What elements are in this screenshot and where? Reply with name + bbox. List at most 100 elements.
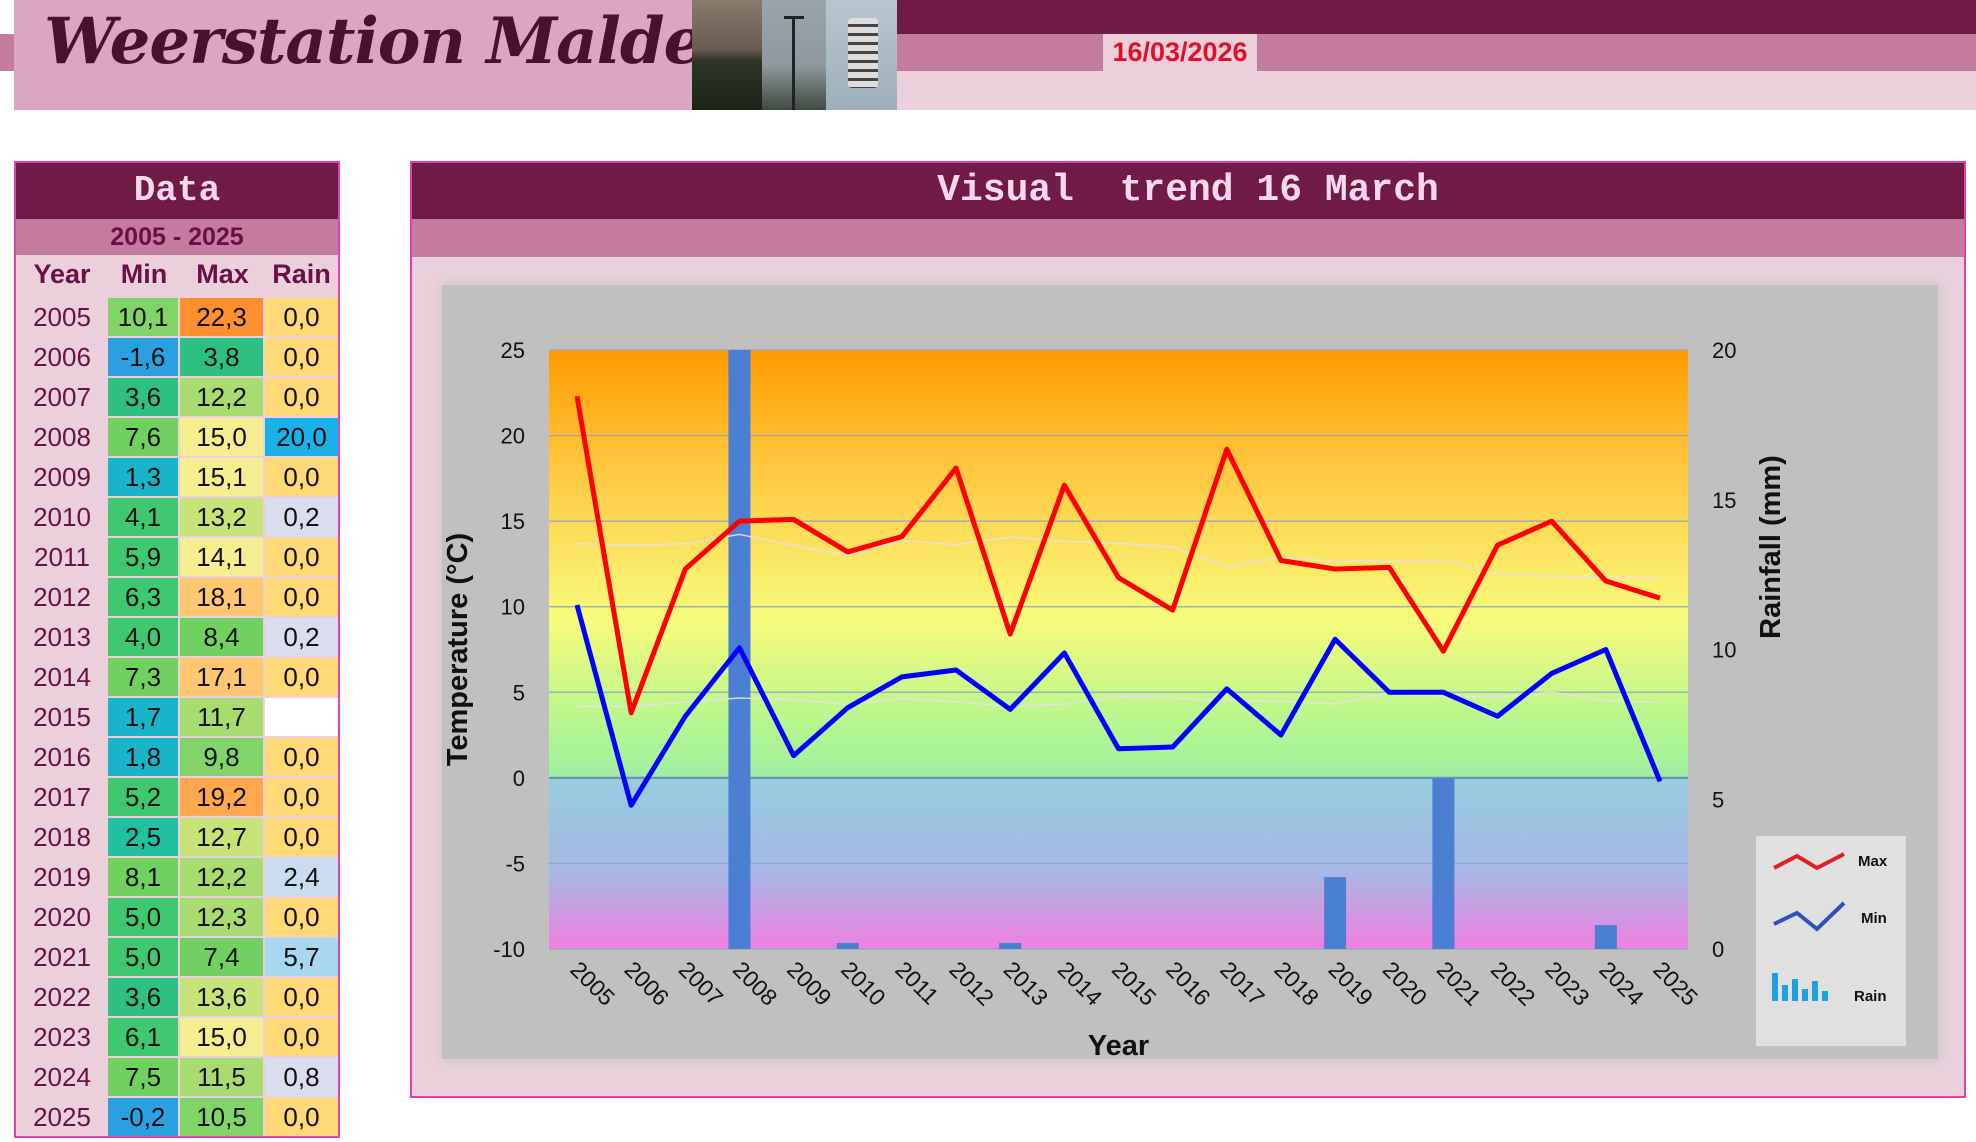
rain-bar — [999, 943, 1022, 949]
cell-rain: 0,0 — [265, 898, 338, 936]
cell-year: 2008 — [33, 422, 91, 452]
red-line-icon — [1773, 852, 1845, 871]
table-row: 2018 2,5 12,7 0,0 — [16, 817, 338, 857]
cell-year: 2025 — [33, 1102, 91, 1132]
table-row: 2019 8,1 12,2 2,4 — [16, 857, 338, 897]
cell-year: 2006 — [33, 342, 91, 372]
chart-panel-subbar — [412, 219, 1964, 257]
table-row: 2014 7,3 17,1 0,0 — [16, 657, 338, 697]
table-row: 2024 7,5 11,5 0,8 — [16, 1057, 338, 1097]
current-date: 16/03/2026 — [1103, 34, 1257, 71]
cell-min: 6,3 — [108, 578, 178, 616]
table-header: Year Min Max Rain — [16, 255, 338, 293]
y-tick-label: 0 — [513, 766, 525, 791]
cell-year: 2022 — [33, 982, 91, 1012]
cell-min: -0,2 — [108, 1098, 178, 1136]
cell-rain: 0,0 — [265, 378, 338, 416]
cell-year: 2007 — [33, 382, 91, 412]
cell-year: 2015 — [33, 702, 91, 732]
rain-bars — [728, 350, 1617, 949]
chart-panel-title: Visual trend 16 March — [412, 163, 1964, 219]
table-row: 2020 5,0 12,3 0,0 — [16, 897, 338, 937]
cell-rain: 0,0 — [265, 458, 338, 496]
cell-max: 12,2 — [180, 378, 263, 416]
cell-min: 4,0 — [108, 618, 178, 656]
table-row: 2015 1,7 11,7 — [16, 697, 338, 737]
cell-min: 5,0 — [108, 938, 178, 976]
trend-line — [576, 691, 1661, 708]
y-axis-ticks: -10 -5 0 5 10 15 20 25 — [493, 338, 525, 962]
trend-lines — [576, 533, 1661, 708]
header-band-bottom — [895, 71, 1976, 110]
table-row: 2013 4,0 8,4 0,2 — [16, 617, 338, 657]
table-row: 2007 3,6 12,2 0,0 — [16, 377, 338, 417]
cell-year: 2014 — [33, 662, 91, 692]
cell-max: 14,1 — [180, 538, 263, 576]
cell-max: 13,2 — [180, 498, 263, 536]
table-row: 2023 6,1 15,0 0,0 — [16, 1017, 338, 1057]
cell-max: 11,5 — [180, 1058, 263, 1096]
cell-max: 17,1 — [180, 658, 263, 696]
cell-max: 19,2 — [180, 778, 263, 816]
cell-max: 9,8 — [180, 738, 263, 776]
cell-rain: 0,0 — [265, 538, 338, 576]
table-row: 2011 5,9 14,1 0,0 — [16, 537, 338, 577]
cell-max: 18,1 — [180, 578, 263, 616]
cell-year: 2005 — [33, 302, 91, 332]
header-band-top — [895, 0, 1976, 34]
table-row: 2006 -1,6 3,8 0,0 — [16, 337, 338, 377]
cell-year: 2023 — [33, 1022, 91, 1052]
table-row: 2016 1,8 9,8 0,0 — [16, 737, 338, 777]
y2-axis-label: Rainfall (mm) — [1755, 455, 1787, 639]
y-tick-label: 10 — [501, 595, 525, 620]
cell-min: 10,1 — [108, 298, 178, 336]
cell-max: 22,3 — [180, 298, 263, 336]
photo-mast — [762, 0, 826, 110]
cell-max: 11,7 — [180, 698, 263, 736]
col-head-max: Max — [196, 259, 249, 289]
rain-bar — [1432, 778, 1455, 949]
col-head-min: Min — [120, 259, 168, 289]
y2-tick-label: 15 — [1712, 488, 1736, 513]
table-row: 2021 5,0 7,4 5,7 — [16, 937, 338, 977]
cell-max: 12,3 — [180, 898, 263, 936]
cell-rain: 20,0 — [265, 418, 338, 456]
header-title-box: Weerstation Malderen — [14, 0, 822, 110]
cell-min: 1,3 — [108, 458, 178, 496]
table-row: 2005 10,1 22,3 0,0 — [16, 297, 338, 337]
table-row: 2008 7,6 15,0 20,0 — [16, 417, 338, 457]
cell-min: 3,6 — [108, 378, 178, 416]
cell-year: 2017 — [33, 782, 91, 812]
cell-min: 3,6 — [108, 978, 178, 1016]
cell-rain: 0,8 — [265, 1058, 338, 1096]
cell-rain: 0,0 — [265, 778, 338, 816]
plot-background — [549, 350, 1688, 949]
cell-year: 2016 — [33, 742, 91, 772]
table-row: 2017 5,2 19,2 0,0 — [16, 777, 338, 817]
header-band-middle — [895, 34, 1976, 71]
cell-min: 2,5 — [108, 818, 178, 856]
cell-max: 12,2 — [180, 858, 263, 896]
cell-min: 5,0 — [108, 898, 178, 936]
table-row: 2025 -0,2 10,5 0,0 — [16, 1097, 338, 1137]
cell-min: 5,9 — [108, 538, 178, 576]
cell-year: 2024 — [33, 1062, 91, 1092]
legend-label-max: Max — [1858, 853, 1888, 870]
y-tick-label: 15 — [501, 509, 525, 534]
y-axis-label: Temperature (°C) — [442, 533, 474, 766]
header-left-stub — [0, 34, 14, 71]
series-line-min — [574, 604, 1663, 808]
legend-label-rain: Rain — [1854, 988, 1887, 1005]
y-tick-label: -5 — [505, 851, 525, 876]
cell-year: 2020 — [33, 902, 91, 932]
y2-tick-label: 20 — [1712, 338, 1736, 363]
cell-max: 13,6 — [180, 978, 263, 1016]
cell-max: 15,0 — [180, 1018, 263, 1056]
data-panel: Data 2005 - 2025 Year Min Max Rain 2005 1… — [14, 161, 340, 1138]
rain-bar — [1324, 877, 1347, 949]
cell-rain: 0,2 — [265, 618, 338, 656]
cell-min: 4,1 — [108, 498, 178, 536]
cell-max: 15,0 — [180, 418, 263, 456]
cell-min: 7,3 — [108, 658, 178, 696]
